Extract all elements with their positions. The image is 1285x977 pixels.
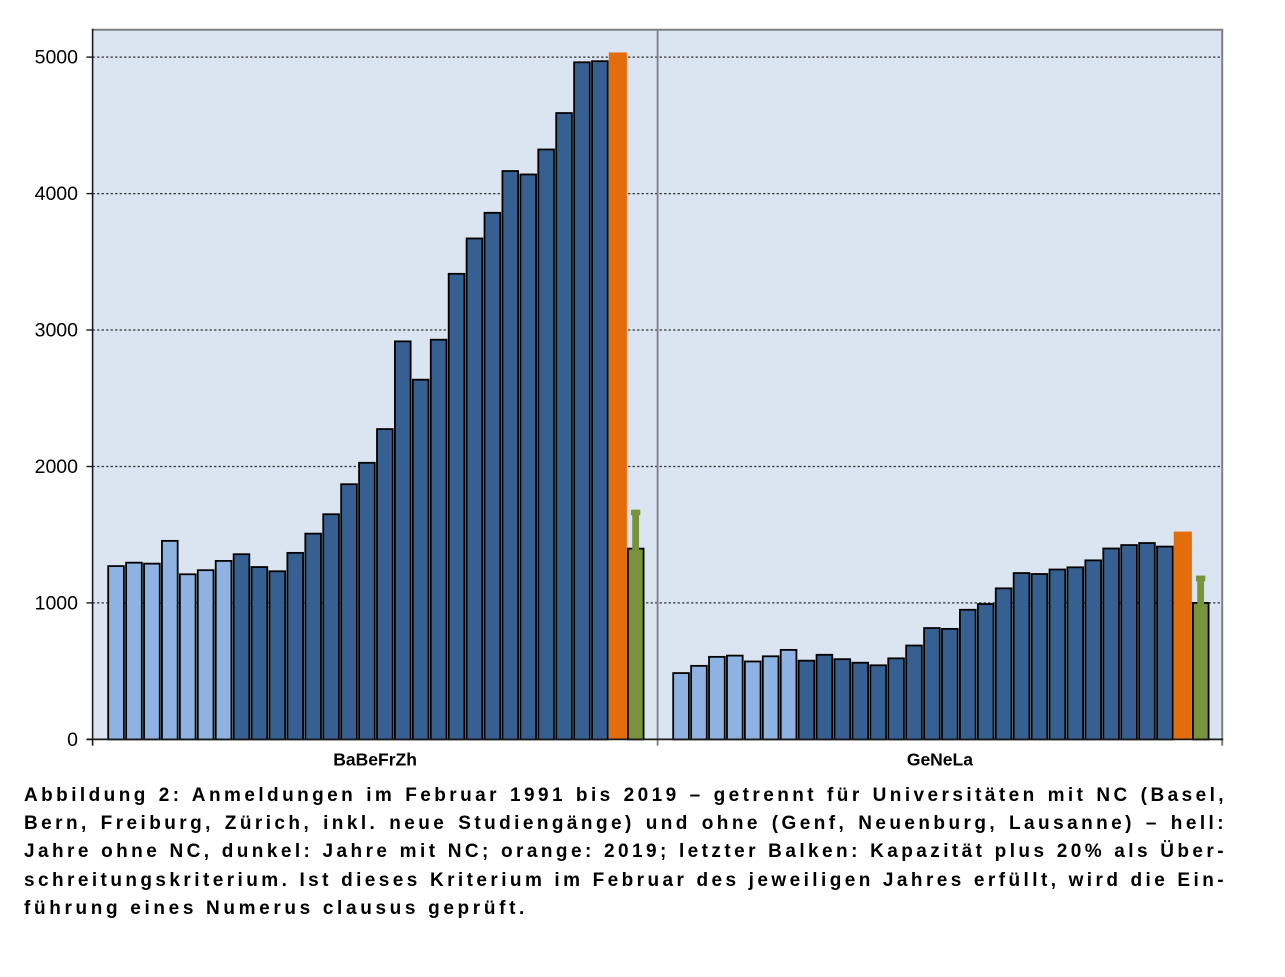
svg-text:GeNeLa: GeNeLa: [907, 749, 973, 769]
svg-text:4000: 4000: [35, 183, 79, 205]
svg-text:0: 0: [67, 729, 78, 751]
svg-text:3000: 3000: [35, 320, 79, 342]
svg-text:5000: 5000: [35, 47, 79, 69]
svg-text:1000: 1000: [35, 593, 79, 615]
svg-text:2000: 2000: [35, 456, 79, 478]
svg-text:BaBeFrZh: BaBeFrZh: [333, 749, 417, 769]
